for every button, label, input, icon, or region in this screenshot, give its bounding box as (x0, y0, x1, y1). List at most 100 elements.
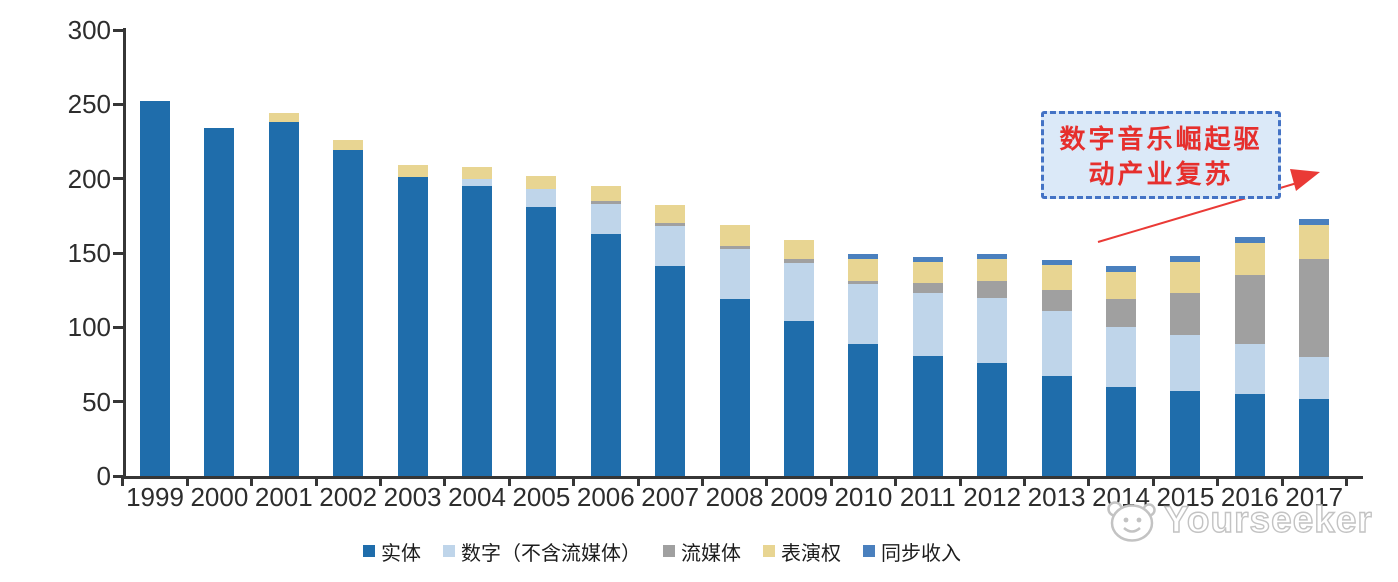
y-axis-line (123, 28, 126, 478)
bar-segment-数字（不含流媒体） (1170, 334, 1201, 392)
legend-swatch (863, 545, 875, 557)
bar-segment-实体 (1170, 391, 1201, 476)
bar-segment-实体 (912, 355, 943, 476)
bar-segment-流媒体 (912, 282, 943, 294)
bar-segment-数字（不含流媒体） (1234, 343, 1265, 395)
x-axis-label: 2016 (1220, 482, 1279, 512)
legend-item: 流媒体 (663, 537, 741, 566)
x-axis-tick (700, 477, 704, 486)
bar-segment-表演权 (719, 224, 750, 246)
bar-segment-表演权 (1041, 264, 1072, 291)
x-axis-tick (250, 477, 254, 486)
legend-label: 流媒体 (681, 542, 741, 565)
x-axis-tick (185, 477, 189, 486)
bar-segment-数字（不含流媒体） (784, 263, 814, 322)
x-axis-label: 2003 (383, 482, 442, 512)
bar-segment-流媒体 (1299, 258, 1330, 358)
bar-segment-数字（不含流媒体） (655, 226, 686, 267)
y-axis-tick-label: 150 (67, 238, 111, 268)
bar-segment-流媒体 (719, 245, 750, 249)
bar-segment-表演权 (333, 140, 364, 151)
bar-segment-表演权 (977, 258, 1008, 282)
x-axis-tick (636, 477, 640, 486)
legend-swatch (443, 545, 455, 557)
x-axis-label: 2015 (1156, 482, 1215, 512)
bar-segment-流媒体 (977, 281, 1008, 298)
x-axis-tick (765, 477, 769, 486)
x-axis-label: 2000 (190, 482, 249, 512)
bar-segment-流媒体 (590, 200, 621, 204)
y-axis-tick (113, 177, 123, 181)
x-axis-tick (1087, 477, 1091, 486)
x-axis-tick (507, 477, 511, 486)
bar-segment-数字（不含流媒体） (1299, 357, 1330, 399)
annotation-text-line1: 数字音乐崛起驱 (1059, 125, 1263, 154)
bar-segment-表演权 (397, 165, 428, 178)
bar-segment-流媒体 (1170, 293, 1201, 335)
x-axis-line (123, 476, 1363, 479)
y-axis-tick-label: 300 (67, 15, 111, 45)
legend-swatch (363, 545, 375, 557)
bar-segment-同步收入 (977, 254, 1008, 259)
x-axis-label: 2010 (834, 482, 893, 512)
x-axis-label: 2011 (899, 482, 956, 512)
bar-segment-数字（不含流媒体） (462, 178, 492, 187)
bar-segment-同步收入 (1041, 260, 1072, 265)
yourseeker-logo-icon (1107, 501, 1156, 542)
bar-segment-流媒体 (848, 281, 879, 285)
bar-segment-实体 (397, 177, 428, 476)
x-axis-label: 2004 (448, 482, 506, 512)
x-axis-tick (1280, 477, 1284, 486)
bar-segment-表演权 (1299, 224, 1330, 259)
bar-segment-表演权 (655, 205, 686, 224)
bar-segment-表演权 (912, 261, 943, 283)
y-axis-tick (113, 102, 123, 106)
legend-label: 同步收入 (881, 542, 961, 565)
bar-segment-数字（不含流媒体） (590, 203, 621, 234)
bar-segment-表演权 (590, 186, 621, 201)
x-axis-label: 2002 (319, 482, 378, 512)
x-axis-tick (1151, 477, 1155, 486)
x-axis-label: 1999 (126, 482, 184, 512)
bar-segment-实体 (977, 363, 1008, 476)
x-axis-label: 2013 (1027, 482, 1086, 512)
x-axis-tick (829, 477, 833, 486)
bar-segment-实体 (590, 233, 621, 476)
x-axis-label: 2005 (512, 482, 571, 512)
bar-segment-同步收入 (1170, 255, 1201, 262)
bar-segment-实体 (333, 150, 364, 476)
x-axis-label: 2017 (1285, 482, 1344, 512)
legend-label: 数字（不含流媒体） (461, 542, 641, 565)
bar-segment-同步收入 (1106, 266, 1136, 273)
bar-segment-同步收入 (912, 257, 943, 262)
x-axis-tick (572, 477, 576, 486)
legend-swatch (663, 545, 675, 557)
x-axis-tick (378, 477, 382, 486)
bar-segment-流媒体 (1234, 275, 1265, 344)
bar-segment-数字（不含流媒体） (1041, 310, 1072, 377)
bar-segment-流媒体 (1106, 299, 1136, 328)
x-axis-tick (1022, 477, 1026, 486)
bar-segment-表演权 (848, 258, 879, 282)
y-axis-tick-label: 200 (67, 163, 111, 194)
x-axis-tick (121, 477, 125, 486)
watermark-text: Yourseeker (1163, 498, 1373, 540)
x-axis-label: 2009 (770, 482, 828, 512)
bar-segment-表演权 (1106, 272, 1136, 300)
annotation-text-line2: 动产业复苏 (1088, 160, 1234, 189)
bar-segment-实体 (848, 343, 879, 476)
y-axis-tick-label: 250 (67, 89, 111, 120)
x-axis-tick (443, 477, 447, 486)
bar-segment-数字（不含流媒体） (719, 248, 750, 300)
bar-segment-实体 (268, 122, 299, 476)
bar-segment-表演权 (268, 113, 299, 123)
bar-segment-实体 (526, 206, 557, 476)
bar-segment-表演权 (462, 166, 492, 179)
legend-item: 表演权 (763, 537, 841, 566)
bar-segment-同步收入 (1234, 236, 1265, 243)
x-axis-label: 2012 (963, 482, 1022, 512)
bar-segment-数字（不含流媒体） (526, 189, 557, 207)
bar-segment-数字（不含流媒体） (848, 284, 879, 344)
bar-segment-实体 (1041, 376, 1072, 476)
